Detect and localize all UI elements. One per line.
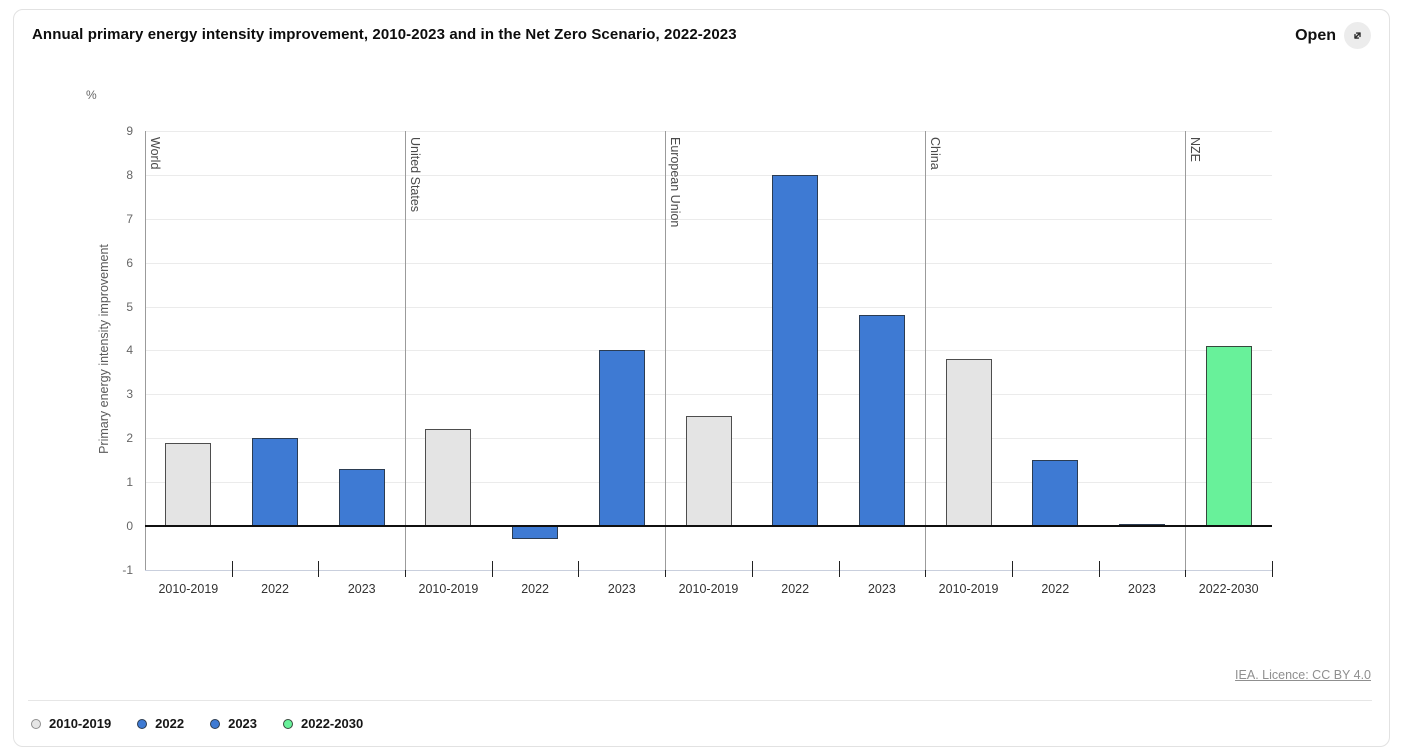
y-axis-title: Primary energy intensity improvement	[97, 244, 111, 454]
y-axis-tick-label: 0	[126, 519, 133, 533]
y-gridline	[145, 174, 1272, 176]
region-separator	[665, 131, 667, 570]
region-label: United States	[408, 137, 423, 213]
legend-item-label: 2023	[228, 716, 258, 731]
y-axis-tick-label: 2	[126, 431, 133, 446]
chart-title: Annual primary energy intensity improvem…	[32, 26, 737, 43]
expand-icon[interactable]	[1344, 22, 1371, 49]
legend-item-2010-2019[interactable]: 2010-2019	[31, 716, 111, 731]
bar-china-2022[interactable]	[1032, 460, 1079, 526]
chart-legend: 2010-2019 2022 2023 2022-2030	[31, 716, 363, 731]
y-axis-tick-label: 6	[126, 255, 133, 270]
y-gridline	[145, 569, 1272, 571]
y-gridline	[145, 306, 1272, 308]
y-gridline	[145, 350, 1272, 352]
bar-world-2010-2019[interactable]	[165, 442, 212, 526]
x-axis-tick	[751, 561, 753, 577]
legend-divider	[28, 700, 1372, 701]
x-axis-category-label: 2023	[867, 582, 896, 596]
y-gridline	[145, 262, 1272, 264]
x-axis-tick	[231, 561, 233, 577]
bar-european-union-2010-2019[interactable]	[685, 416, 732, 526]
bar-united-states-2022[interactable]	[512, 526, 559, 540]
x-axis-tick	[491, 561, 493, 577]
legend-item-label: 2010-2019	[49, 716, 112, 731]
region-label: NZE	[1188, 137, 1203, 162]
region-separator	[1185, 131, 1187, 570]
x-axis-category-label: 2023	[607, 582, 636, 596]
x-axis-category-label: 2010-2019	[938, 582, 999, 596]
region-separator	[405, 131, 407, 570]
legend-item-2022-2030[interactable]: 2022-2030	[283, 716, 363, 731]
x-axis-category-label: 2022	[781, 582, 810, 596]
legend-item-2023[interactable]: 2023	[210, 716, 257, 731]
legend-item-label: 2022	[155, 716, 185, 731]
bar-united-states-2010-2019[interactable]	[425, 429, 472, 526]
bar-chart-plot-area: -1 0 1 2 3 4 5 6 7 8 9% Primary energy intensity im…	[14, 10, 1389, 746]
x-axis-category-label: 2010-2019	[418, 582, 479, 596]
y-axis-tick-label: 4	[126, 343, 133, 358]
x-axis-tick	[1272, 561, 1273, 577]
y-axis-tick-label: 3	[126, 387, 133, 402]
legend-marker-icon	[210, 718, 221, 729]
x-axis-category-label: 2023	[1128, 582, 1156, 596]
y-gridline	[145, 131, 1272, 132]
y-axis-tick-label: 5	[126, 299, 133, 314]
x-axis-category-label: 2010-2019	[158, 582, 219, 596]
bar-united-states-2023[interactable]	[598, 350, 645, 526]
y-axis-tick-label: 7	[126, 211, 133, 226]
bar-world-2023[interactable]	[338, 468, 385, 526]
bar-china-2010-2019[interactable]	[945, 359, 992, 526]
x-axis-category-label: 2022	[521, 582, 550, 596]
region-separator	[925, 131, 927, 570]
chart-card: Annual primary energy intensity improvem…	[13, 9, 1390, 747]
bar-european-union-2023[interactable]	[858, 315, 905, 526]
x-axis-tick	[1011, 561, 1013, 577]
legend-marker-icon	[283, 718, 294, 729]
licence-link[interactable]: IEA. Licence: CC BY 4.0	[1235, 668, 1371, 682]
x-axis-category-label: 2022	[1041, 582, 1070, 596]
x-axis-tick	[318, 561, 320, 577]
legend-item-label: 2022-2030	[301, 716, 364, 731]
legend-marker-icon	[137, 718, 148, 729]
zero-line	[145, 525, 1272, 527]
region-label: China	[928, 137, 943, 170]
region-label: European Union	[668, 137, 683, 228]
y-axis-unit-label: %	[86, 88, 97, 102]
y-axis-tick-label: 8	[126, 167, 133, 182]
x-axis-category-label: 2023	[347, 582, 376, 596]
x-axis-category-label: 2022	[261, 582, 289, 596]
open-button[interactable]: Open	[1295, 22, 1371, 49]
bar-european-union-2022[interactable]	[772, 174, 819, 526]
x-axis-category-label: 2010-2019	[678, 582, 739, 596]
x-axis-tick	[578, 561, 580, 577]
x-axis-tick	[838, 561, 840, 577]
bar-nze-2022-2030[interactable]	[1205, 346, 1252, 526]
y-gridline	[145, 394, 1272, 396]
x-axis-tick	[1098, 561, 1100, 577]
y-axis-tick-label: -1	[122, 562, 133, 577]
legend-item-2022[interactable]: 2022	[137, 716, 184, 731]
y-axis-tick-label: 1	[126, 475, 133, 490]
region-separator	[145, 131, 146, 570]
y-axis-tick-label: 9	[126, 124, 133, 138]
y-gridline	[145, 218, 1272, 220]
region-label: World	[148, 137, 162, 170]
open-button-label: Open	[1295, 26, 1336, 44]
legend-marker-icon	[31, 718, 41, 729]
x-axis-category-label: 2022-2030	[1198, 582, 1259, 596]
bar-world-2022[interactable]	[252, 438, 299, 526]
